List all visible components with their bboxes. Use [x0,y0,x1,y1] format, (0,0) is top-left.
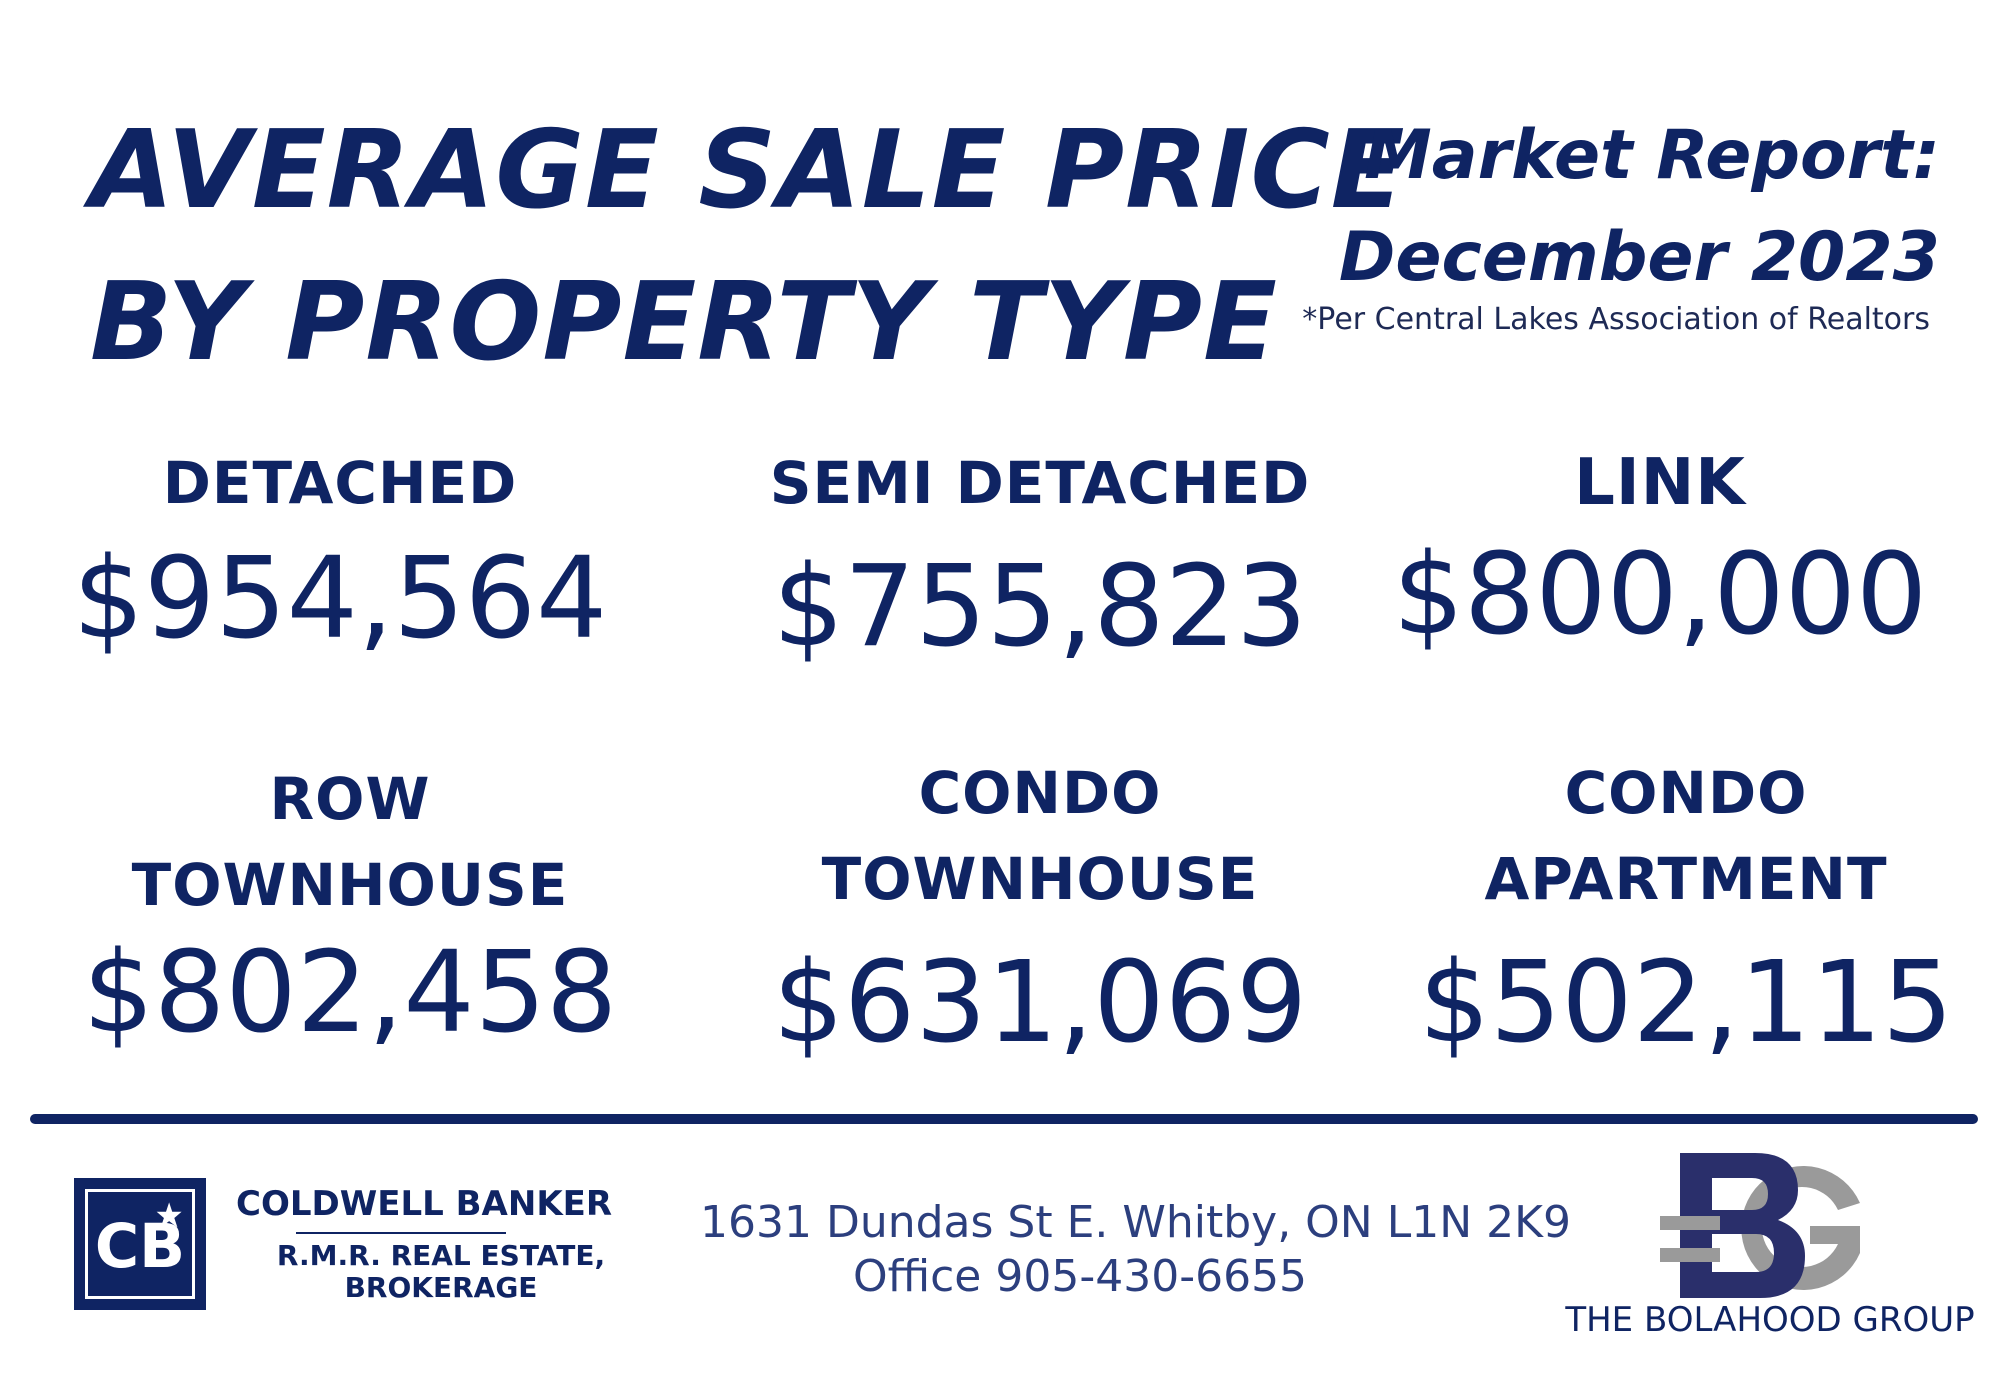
source-note: *Per Central Lakes Association of Realto… [1302,302,1930,337]
coldwell-banker-logo: CB [74,1178,206,1310]
group-name: THE BOLAHOOD GROUP [1565,1300,1975,1340]
property-price: $502,115 [1418,938,1954,1068]
page-title-line-1: AVERAGE SALE PRICE [90,108,1406,233]
address-line: 1631 Dundas St E. Whitby, ON L1N 2K9 [700,1197,1571,1248]
property-price: $800,000 [1392,530,1928,660]
property-label: CONDO APARTMENT [1484,759,1888,913]
property-card-row-townhouse: ROW TOWNHOUSE $802,458 [30,756,670,1058]
property-label: CONDO TOWNHOUSE [821,759,1259,913]
property-label: DETACHED [162,449,518,517]
page-title-line-2: BY PROPERTY TYPE [90,260,1278,385]
svg-text:CB: CB [95,1212,185,1282]
property-card-detached: DETACHED $954,564 [20,440,660,664]
office-address: 1631 Dundas St E. Whitby, ON L1N 2K9 Off… [700,1196,1571,1304]
page-title: AVERAGE SALE PRICE BY PROPERTY TYPE [90,95,1406,399]
property-price: $802,458 [82,928,618,1058]
property-price: $755,823 [772,542,1308,672]
property-label: ROW TOWNHOUSE [131,765,569,919]
report-title-line-1: Market Report: [1364,116,1940,195]
property-card-link: LINK $800,000 [1340,440,1980,660]
brokerage-name: COLDWELL BANKER [236,1184,613,1224]
report-title: Market Report: December 2023 [1300,105,1940,309]
bolahood-group-logo [1660,1153,1860,1298]
office-phone: Office 905-430-6655 [852,1251,1308,1302]
brokerage-rule [296,1232,506,1234]
property-card-semi-detached: SEMI DETACHED $755,823 [720,440,1360,672]
cb-monogram-icon: CB [95,1202,185,1282]
footer-divider [30,1114,1978,1124]
property-price: $631,069 [772,938,1308,1068]
property-label: SEMI DETACHED [769,449,1311,517]
property-label: LINK [1574,446,1746,520]
property-card-condo-apartment: CONDO APARTMENT $502,115 [1366,750,2000,1068]
brokerage-subtitle: R.M.R. REAL ESTATE, BROKERAGE [276,1239,606,1304]
property-card-condo-townhouse: CONDO TOWNHOUSE $631,069 [720,750,1360,1068]
property-price: $954,564 [72,534,608,664]
report-title-line-2: December 2023 [1338,218,1940,297]
